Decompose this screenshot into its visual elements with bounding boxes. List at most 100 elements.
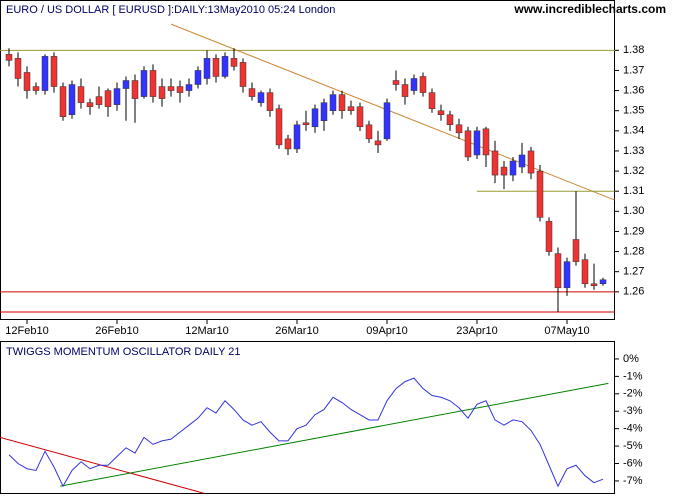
candle-body [437,110,445,115]
candle-body [239,62,247,87]
candle-body [320,102,328,122]
y-tick-label: 1.34 [623,125,644,137]
candle-body [536,170,544,218]
candle-body [329,94,337,111]
candle-body [275,108,283,146]
candle-body [122,80,130,89]
candle-body [554,253,562,289]
oscillator-panel-frame [0,341,615,494]
trend-line [170,23,615,201]
chart-title: EURO / US DOLLAR [ EURUSD ]:DAILY:13May2… [6,4,335,16]
candle-body [212,58,220,77]
y-tick-label: 1.29 [623,225,644,237]
candle-body [86,102,94,107]
y-tick-label: -2% [623,388,643,400]
oscillator-line [8,377,604,488]
y-tick-label: 1.30 [623,205,644,217]
candle-body [563,261,571,289]
candle-body [203,58,211,79]
candle-body [509,160,517,176]
candle-body [491,150,499,176]
y-tick-label: -3% [623,405,643,417]
candle-body [419,76,427,93]
candle-body [545,221,553,252]
candle-body [41,56,49,91]
candle-body [185,84,193,91]
x-tick-label: 26Feb10 [95,325,138,337]
candle-body [347,106,355,111]
candle-body [446,114,454,126]
candle-body [77,86,85,103]
x-tick-label: 12Mar10 [185,325,228,337]
candle-body [221,56,229,77]
y-tick-label: 1.38 [623,44,644,56]
y-tick-label: 1.36 [623,84,644,96]
candle-body [383,102,391,140]
source: www.incrediblecharts.com [513,2,666,16]
x-tick-label: 07May10 [544,325,589,337]
x-tick-label: 09Apr10 [366,325,408,337]
candle-body [392,80,400,85]
candle-body [194,70,202,85]
candle-body [23,72,31,91]
candle-body [14,58,22,79]
candle-body [599,279,607,285]
y-tick-label: -5% [623,440,643,452]
y-tick-label: 1.32 [623,165,644,177]
candle-body [50,56,58,87]
candle-body [293,124,301,150]
candle-body [59,86,67,117]
candle-body [482,128,490,156]
y-tick-label: 1.35 [623,105,644,117]
candle-body [248,88,256,97]
x-tick-label: 26Mar10 [275,325,318,337]
candle-body [257,92,265,103]
candle-body [131,80,139,99]
y-tick-label: 1.37 [623,64,644,76]
oscillator-title: TWIGGS MOMENTUM OSCILLATOR DAILY 21 [6,346,241,358]
candle-body [356,106,364,128]
candle-body [527,150,535,174]
candle-body [302,122,310,126]
y-tick-label: -4% [623,423,643,435]
candle-body [590,283,598,287]
candle-body [284,138,292,150]
candle-body [428,92,436,109]
y-tick-label: 1.28 [623,245,644,257]
y-tick-label: -7% [623,475,643,487]
y-tick-label: 1.33 [623,145,644,157]
candle-body [365,124,373,140]
candle-body [338,94,346,111]
candle-body [68,84,76,115]
candle-body [104,90,112,107]
candle-body [266,92,274,111]
oscillator-plot [0,377,609,494]
candle-body [311,108,319,128]
y-tick-label: 1.27 [623,266,644,278]
x-tick-label: 23Apr10 [456,325,498,337]
price-panel-frame [0,0,615,320]
candle-body [374,140,382,146]
y-tick-label: 1.31 [623,185,644,197]
candle-body [455,124,463,134]
trend-line [60,382,609,487]
candle-body [95,96,103,105]
candle-body [149,70,157,97]
candle-body [410,78,418,91]
candle-body [518,154,526,168]
candle-body [32,86,40,91]
candle-body [140,70,148,97]
candle-body [158,86,166,99]
y-tick-label: 0% [623,353,639,365]
x-tick-label: 12Feb10 [5,325,48,337]
price-plot [0,23,615,313]
candle-body [572,239,580,262]
candle-body [5,54,13,61]
candle-body [113,88,121,105]
candle-body [464,130,472,158]
candle-body [473,130,481,156]
candle-body [500,166,508,176]
candle-body [230,58,238,67]
